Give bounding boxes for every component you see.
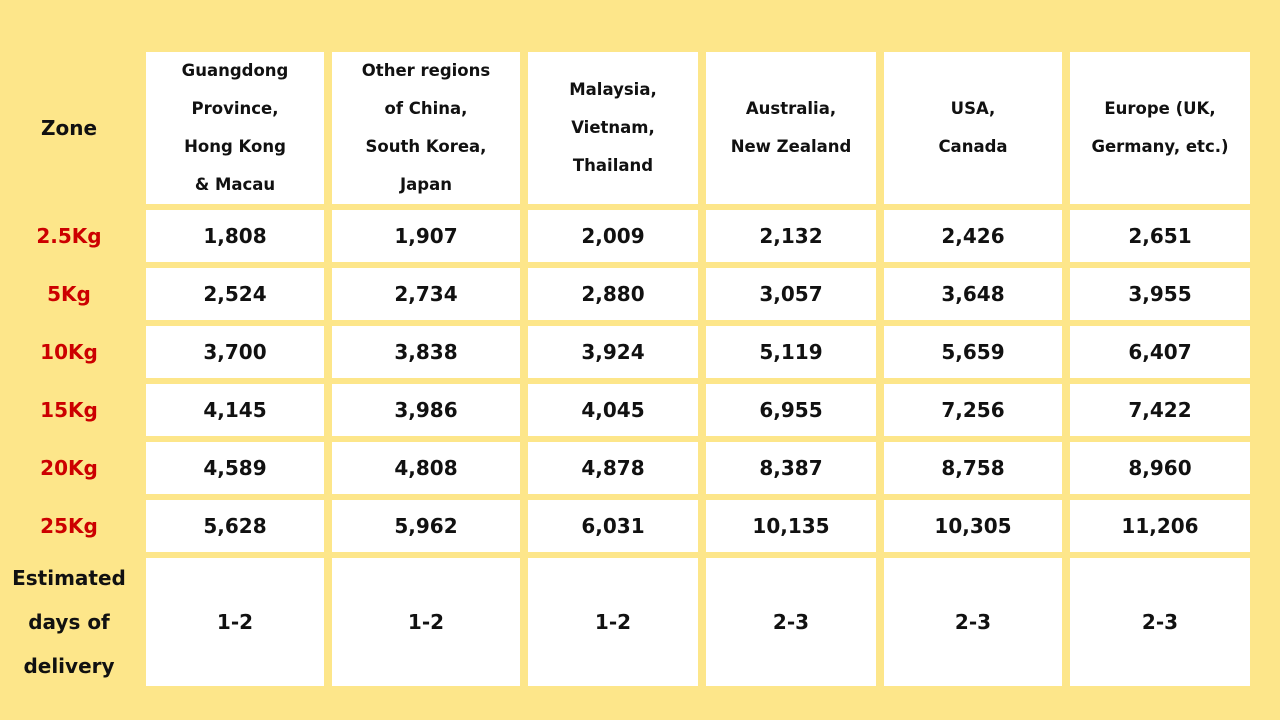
delivery-days-cell: 2-3 <box>884 558 1062 686</box>
table-cell: 4,878 <box>528 442 698 494</box>
delivery-days-cell: 2-3 <box>706 558 876 686</box>
table-cell: 4,145 <box>146 384 324 436</box>
table-cell: 8,758 <box>884 442 1062 494</box>
column-header-other-china-korea-japan: Other regions of China, South Korea, Jap… <box>332 52 520 204</box>
table-cell: 5,119 <box>706 326 876 378</box>
table-cell: 2,651 <box>1070 210 1250 262</box>
table-cell: 5,628 <box>146 500 324 552</box>
zone-header: Zone <box>40 116 98 140</box>
row-label-25kg: 25Kg <box>40 514 98 538</box>
table-cell: 3,986 <box>332 384 520 436</box>
delivery-days-cell: 1-2 <box>528 558 698 686</box>
table-cell: 6,031 <box>528 500 698 552</box>
delivery-days-cell: 1-2 <box>332 558 520 686</box>
row-label-15kg: 15Kg <box>40 398 98 422</box>
table-cell: 4,045 <box>528 384 698 436</box>
table-cell: 4,589 <box>146 442 324 494</box>
table-cell: 8,387 <box>706 442 876 494</box>
table-cell: 10,305 <box>884 500 1062 552</box>
table-cell: 3,700 <box>146 326 324 378</box>
table-cell: 2,132 <box>706 210 876 262</box>
table-cell: 1,808 <box>146 210 324 262</box>
column-header-usa-canada: USA, Canada <box>884 52 1062 204</box>
row-label-2-5kg: 2.5Kg <box>36 224 102 248</box>
table-cell: 2,880 <box>528 268 698 320</box>
table-cell: 3,057 <box>706 268 876 320</box>
table-cell: 7,422 <box>1070 384 1250 436</box>
table-cell: 8,960 <box>1070 442 1250 494</box>
column-header-australia-new-zealand: Australia, New Zealand <box>706 52 876 204</box>
table-cell: 6,407 <box>1070 326 1250 378</box>
table-cell: 2,426 <box>884 210 1062 262</box>
table-cell: 11,206 <box>1070 500 1250 552</box>
column-header-malaysia-vietnam-thailand: Malaysia, Vietnam, Thailand <box>528 52 698 204</box>
table-cell: 3,648 <box>884 268 1062 320</box>
table-cell: 10,135 <box>706 500 876 552</box>
row-label-20kg: 20Kg <box>40 456 98 480</box>
delivery-days-cell: 1-2 <box>146 558 324 686</box>
table-cell: 2,734 <box>332 268 520 320</box>
column-header-guangdong: Guangdong Province, Hong Kong & Macau <box>146 52 324 204</box>
table-cell: 3,924 <box>528 326 698 378</box>
column-header-europe: Europe (UK, Germany, etc.) <box>1070 52 1250 204</box>
table-cell: 5,962 <box>332 500 520 552</box>
row-label-10kg: 10Kg <box>40 340 98 364</box>
row-label-5kg: 5Kg <box>47 282 91 306</box>
delivery-days-cell: 2-3 <box>1070 558 1250 686</box>
table-cell: 6,955 <box>706 384 876 436</box>
table-cell: 1,907 <box>332 210 520 262</box>
table-cell: 5,659 <box>884 326 1062 378</box>
shipping-rate-table: Zone Guangdong Province, Hong Kong & Mac… <box>0 52 1250 686</box>
table-cell: 2,524 <box>146 268 324 320</box>
table-cell: 2,009 <box>528 210 698 262</box>
table-cell: 3,838 <box>332 326 520 378</box>
table-cell: 7,256 <box>884 384 1062 436</box>
table-cell: 4,808 <box>332 442 520 494</box>
table-cell: 3,955 <box>1070 268 1250 320</box>
row-label-estimated-days: Estimated days of delivery <box>12 566 126 678</box>
